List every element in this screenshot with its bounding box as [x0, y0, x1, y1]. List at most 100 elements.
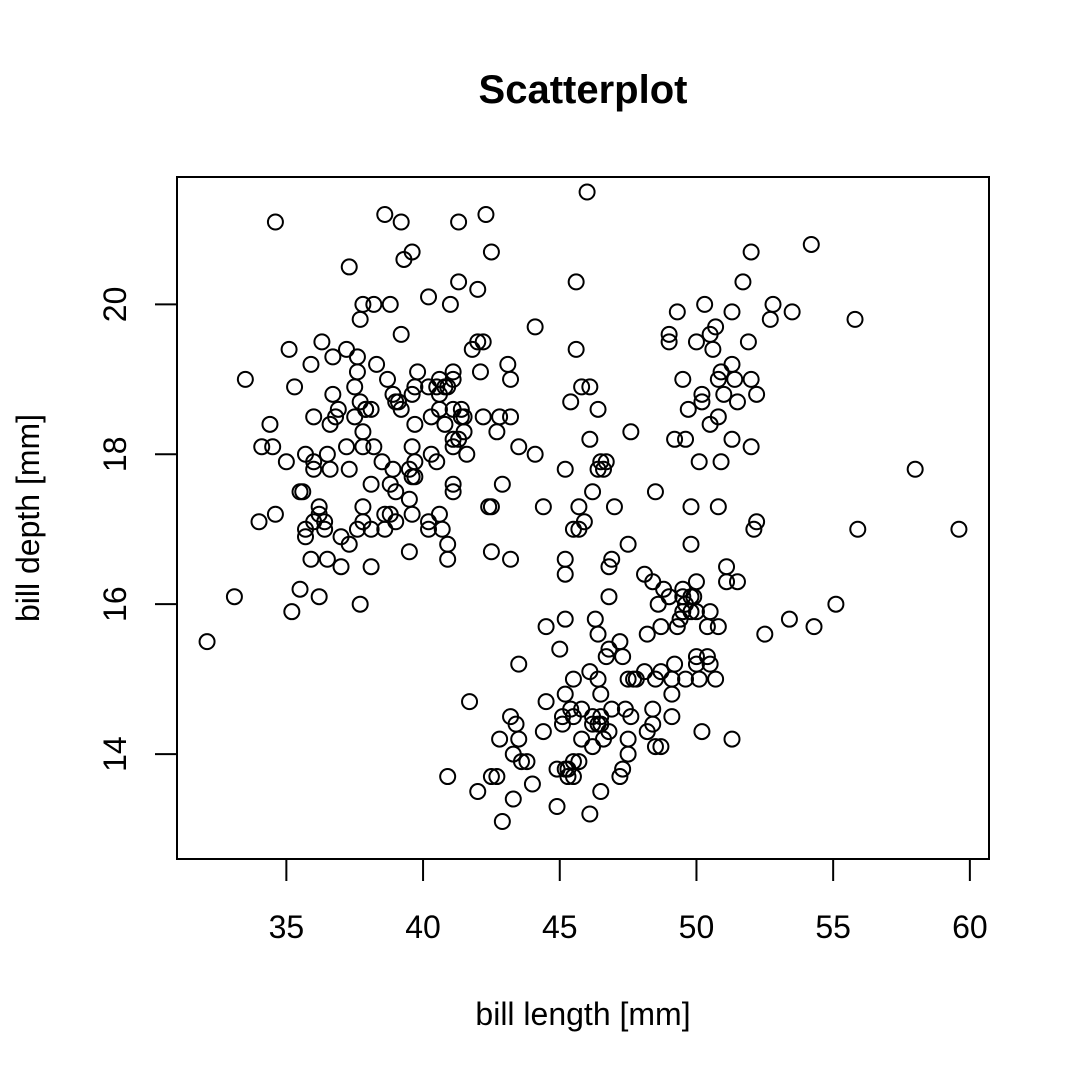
data-point	[709, 618, 727, 636]
data-point	[950, 520, 968, 538]
data-point	[764, 295, 782, 313]
data-point	[707, 318, 725, 336]
data-point	[734, 273, 752, 291]
data-point	[283, 603, 301, 621]
data-point	[444, 363, 462, 381]
data-point	[471, 363, 489, 381]
data-point	[324, 348, 342, 366]
data-point	[318, 445, 336, 463]
data-point	[474, 408, 492, 426]
data-point	[261, 415, 279, 433]
data-point	[600, 588, 618, 606]
data-point	[327, 408, 345, 426]
data-point	[707, 670, 725, 688]
data-point	[266, 505, 284, 523]
data-point	[556, 565, 574, 583]
data-point	[611, 633, 629, 651]
data-point	[510, 438, 528, 456]
data-point	[365, 438, 383, 456]
data-point	[406, 415, 424, 433]
data-point	[329, 400, 347, 418]
data-point	[723, 430, 741, 448]
data-point	[310, 588, 328, 606]
data-point	[433, 520, 451, 538]
data-point	[403, 438, 421, 456]
data-point	[805, 618, 823, 636]
x-axis-label: bill length [mm]	[475, 996, 690, 1032]
data-point	[614, 760, 632, 778]
data-point	[253, 438, 271, 456]
data-point	[562, 700, 580, 718]
data-point	[666, 655, 684, 673]
y-tick-label: 18	[97, 436, 133, 472]
data-point	[723, 355, 741, 373]
data-point	[362, 558, 380, 576]
data-point	[392, 213, 410, 231]
data-point	[332, 558, 350, 576]
data-point	[439, 535, 457, 553]
data-point	[403, 385, 421, 403]
data-point	[597, 648, 615, 666]
data-point	[277, 453, 295, 471]
x-tick-label: 60	[952, 909, 988, 945]
data-point	[584, 738, 602, 756]
data-point	[469, 280, 487, 298]
data-point	[723, 303, 741, 321]
data-point	[477, 205, 495, 223]
data-point	[690, 670, 708, 688]
data-point	[745, 520, 763, 538]
data-point	[469, 333, 487, 351]
data-point	[660, 333, 678, 351]
data-point	[682, 535, 700, 553]
data-point	[603, 550, 621, 568]
data-point	[677, 430, 695, 448]
data-point	[392, 400, 410, 418]
data-point	[403, 243, 421, 261]
data-point	[491, 730, 509, 748]
data-point	[324, 385, 342, 403]
data-point	[198, 633, 216, 651]
data-point	[827, 595, 845, 613]
data-point	[663, 708, 681, 726]
data-point	[668, 303, 686, 321]
data-point	[518, 753, 536, 771]
data-point	[622, 708, 640, 726]
data-point	[318, 550, 336, 568]
data-point	[526, 445, 544, 463]
data-point	[581, 378, 599, 396]
data-point	[444, 483, 462, 501]
data-point	[450, 273, 468, 291]
data-point	[564, 753, 582, 771]
data-point	[225, 588, 243, 606]
data-point	[780, 610, 798, 628]
data-point	[652, 618, 670, 636]
data-point	[687, 333, 705, 351]
data-point	[592, 685, 610, 703]
y-axis-label: bill depth [mm]	[10, 414, 46, 622]
data-point	[595, 460, 613, 478]
data-point	[373, 453, 391, 471]
data-point	[668, 618, 686, 636]
data-point	[575, 513, 593, 531]
data-point	[376, 205, 394, 223]
data-point	[693, 723, 711, 741]
data-point	[660, 325, 678, 343]
data-point	[379, 370, 397, 388]
data-point	[589, 400, 607, 418]
data-point	[236, 370, 254, 388]
data-point	[294, 483, 312, 501]
data-point	[510, 730, 528, 748]
data-point	[619, 535, 637, 553]
data-point	[354, 423, 372, 441]
data-point	[305, 460, 323, 478]
data-point	[709, 498, 727, 516]
data-point	[409, 363, 427, 381]
data-point	[701, 655, 719, 673]
data-point	[679, 400, 697, 418]
data-point	[783, 303, 801, 321]
data-point	[523, 775, 541, 793]
data-point	[584, 483, 602, 501]
data-point	[291, 580, 309, 598]
data-point	[556, 460, 574, 478]
